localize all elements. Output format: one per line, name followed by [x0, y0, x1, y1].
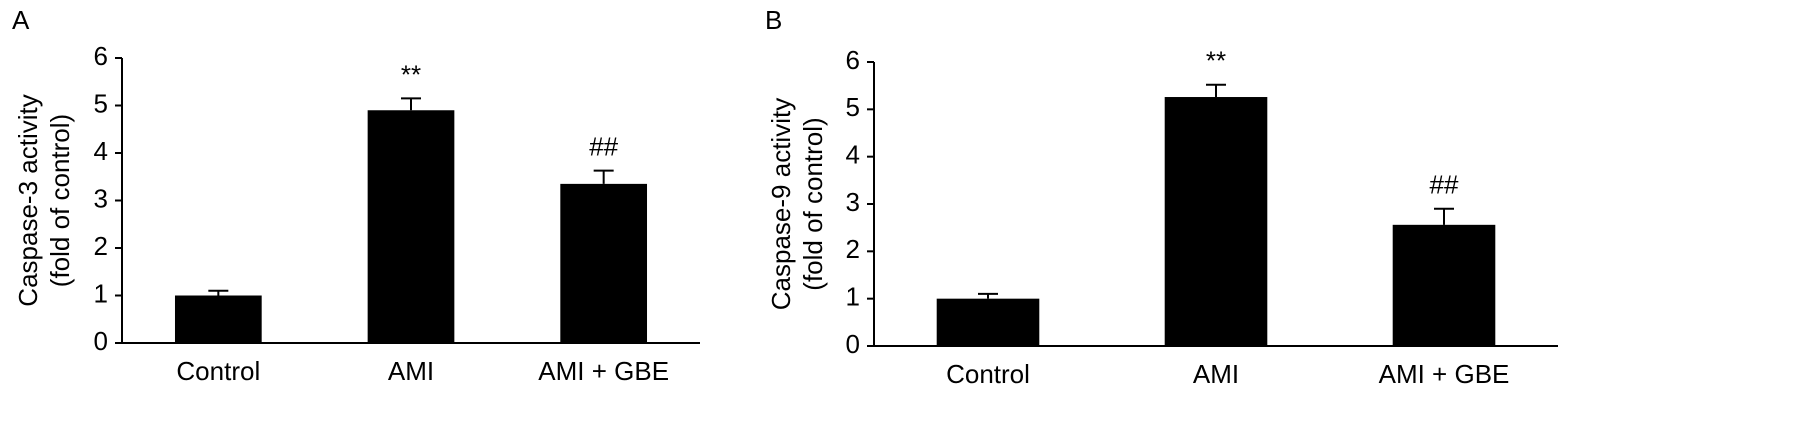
y-axis-label: (fold of control)	[798, 117, 828, 290]
error-bar	[401, 97, 421, 111]
error-bar	[1206, 83, 1226, 98]
error-bar	[593, 169, 614, 184]
y-tick-label: 2	[846, 234, 860, 264]
y-axis-label: Caspase-3 activity	[13, 94, 43, 306]
x-tick-label: Control	[946, 359, 1030, 389]
panel-label: B	[765, 5, 782, 35]
y-tick-label: 0	[94, 326, 108, 356]
bar	[936, 298, 1040, 346]
bar	[560, 183, 648, 343]
x-tick-label: AMI	[388, 356, 434, 386]
significance-label: ##	[589, 131, 618, 161]
y-tick-label: 3	[846, 187, 860, 217]
y-tick-label: 0	[846, 329, 860, 359]
significance-label: **	[401, 59, 421, 89]
bar	[174, 295, 262, 343]
error-bar	[978, 292, 998, 299]
x-tick-label: AMI + GBE	[1379, 359, 1510, 389]
error-bar	[1434, 207, 1454, 225]
x-tick-label: AMI + GBE	[538, 356, 669, 386]
panel-label: A	[12, 5, 30, 35]
error-bar	[208, 289, 229, 296]
x-tick-label: AMI	[1193, 359, 1239, 389]
y-tick-label: 5	[846, 92, 860, 122]
bar	[367, 110, 455, 343]
bar	[1164, 97, 1268, 346]
y-tick-label: 4	[846, 140, 860, 170]
y-tick-label: 3	[94, 183, 108, 213]
y-axis-label: (fold of control)	[45, 114, 75, 287]
y-tick-label: 1	[846, 282, 860, 312]
y-tick-label: 6	[94, 41, 108, 71]
bar	[1392, 224, 1496, 346]
y-tick-label: 5	[94, 88, 108, 118]
significance-label: ##	[1430, 170, 1459, 200]
x-tick-label: Control	[176, 356, 260, 386]
y-tick-label: 6	[846, 45, 860, 75]
y-tick-label: 1	[94, 278, 108, 308]
significance-label: **	[1206, 46, 1226, 76]
y-tick-label: 4	[94, 136, 108, 166]
y-tick-label: 2	[94, 231, 108, 261]
y-axis-label: Caspase-9 activity	[766, 98, 796, 310]
